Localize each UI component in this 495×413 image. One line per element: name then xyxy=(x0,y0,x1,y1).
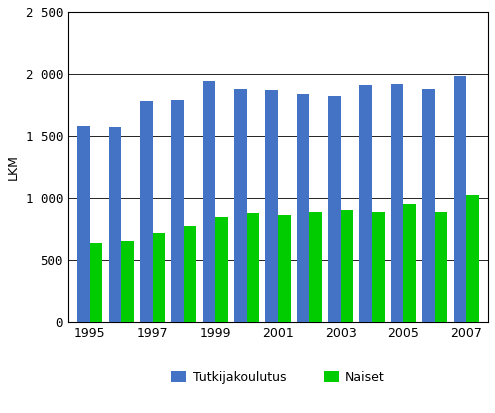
Bar xyxy=(466,195,479,322)
Bar xyxy=(278,216,291,322)
Bar xyxy=(184,226,197,322)
Bar xyxy=(391,84,403,322)
Bar xyxy=(140,101,152,322)
Bar xyxy=(234,89,247,322)
Bar xyxy=(341,211,353,322)
Bar xyxy=(247,213,259,322)
Bar xyxy=(171,100,184,322)
Bar xyxy=(297,94,309,322)
Bar xyxy=(359,85,372,322)
Bar xyxy=(372,212,385,322)
Bar xyxy=(403,204,416,322)
Bar xyxy=(202,81,215,322)
Bar xyxy=(435,212,447,322)
Bar xyxy=(90,243,102,322)
Bar xyxy=(309,212,322,322)
Legend: Tutkijakoulutus, Naiset: Tutkijakoulutus, Naiset xyxy=(166,366,390,389)
Bar xyxy=(121,242,134,322)
Y-axis label: LKM: LKM xyxy=(7,154,20,180)
Bar xyxy=(215,217,228,322)
Bar xyxy=(108,127,121,322)
Bar xyxy=(265,90,278,322)
Bar xyxy=(152,233,165,322)
Bar xyxy=(422,89,435,322)
Bar xyxy=(453,76,466,322)
Bar xyxy=(328,96,341,322)
Bar xyxy=(77,126,90,322)
